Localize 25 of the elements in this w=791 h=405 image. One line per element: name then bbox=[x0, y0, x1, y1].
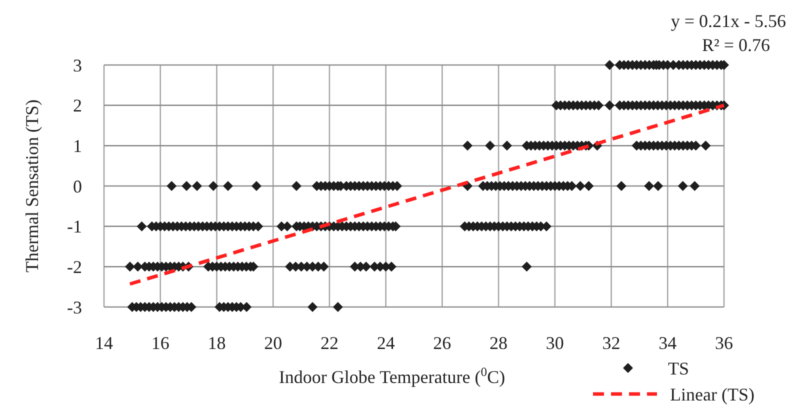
x-tick-label: 24 bbox=[376, 333, 395, 353]
y-tick-label: 3 bbox=[73, 55, 82, 76]
x-tick-label: 34 bbox=[658, 333, 677, 353]
x-tick-label: 30 bbox=[546, 333, 564, 353]
y-tick-label: 1 bbox=[73, 136, 82, 156]
y-tick-label: 0 bbox=[73, 176, 82, 196]
x-tick-label: 20 bbox=[264, 333, 282, 353]
x-axis-title: Indoor Globe Temperature ($^{0}$C) bbox=[278, 365, 506, 387]
x-tick-label: 18 bbox=[208, 333, 226, 353]
x-tick-label: 16 bbox=[151, 333, 170, 353]
legend-label: Linear (TS) bbox=[670, 384, 754, 404]
legend-label: TS bbox=[668, 358, 690, 378]
x-tick-label: 32 bbox=[602, 333, 620, 353]
text: R² = 0.76 bbox=[702, 35, 770, 55]
y-tick-label: -2 bbox=[67, 256, 82, 277]
x-tick-label: 22 bbox=[320, 333, 338, 353]
y-tick-label: -1 bbox=[67, 216, 82, 237]
x-tick-label: 26 bbox=[433, 333, 452, 353]
y-axis-title: Thermal Sensation (TS) bbox=[22, 100, 42, 272]
x-tick-label: 14 bbox=[95, 333, 113, 353]
x-tick-label: 36 bbox=[715, 333, 733, 353]
text: y = 0.21x - 5.56 bbox=[670, 11, 786, 31]
x-tick-label: 28 bbox=[490, 333, 508, 353]
y-tick-label: 2 bbox=[73, 96, 82, 116]
y-tick-label: -3 bbox=[67, 297, 82, 318]
